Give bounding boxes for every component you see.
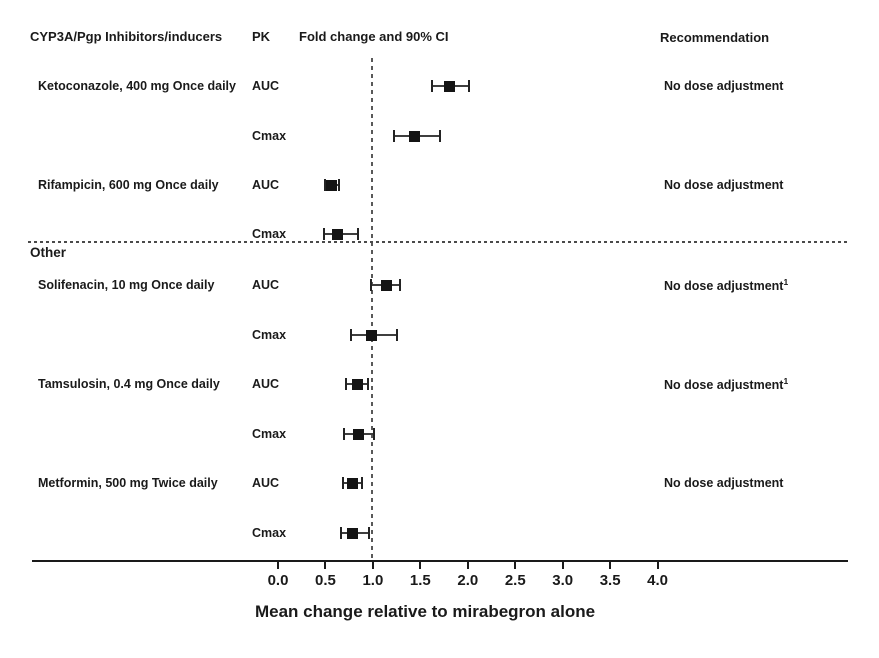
ci-cap-high [439,130,442,142]
ci-cap-low [342,477,345,489]
recommendation-footnote-marker: 1 [783,375,789,386]
ci-cap-low [345,378,348,390]
ci-cap-low [339,527,342,539]
point-estimate-marker [409,130,421,142]
column-header-drugs: CYP3A/Pgp Inhibitors/inducers [30,29,223,44]
point-estimate-marker [346,527,358,539]
recommendation-label: No dose adjustment1 [664,277,788,293]
point-estimate-marker [346,477,358,489]
x-tick-label: 3.0 [552,572,574,589]
x-tick-label: 1.5 [409,572,431,589]
ci-cap-low [392,130,395,142]
x-tick-label: 0.0 [267,572,289,589]
x-tick [609,562,612,569]
pk-label: AUC [252,278,280,292]
x-tick-label: 4.0 [647,572,669,589]
column-header-pk: PK [252,29,271,44]
pk-label: AUC [252,377,280,391]
point-estimate-marker [353,428,365,440]
pk-label: AUC [252,178,280,192]
recommendation-label: No dose adjustment [664,476,783,490]
x-axis-line [32,560,848,562]
x-tick-label: 2.5 [504,572,526,589]
x-axis-title: Mean change relative to mirabegron alone [254,602,596,621]
ci-cap-low [370,279,372,291]
recommendation-label: No dose adjustment [664,79,783,93]
x-tick [466,562,469,569]
ci-cap-high [368,527,371,539]
recommendation-text: No dose adjustment [664,378,784,393]
x-tick [419,562,422,569]
recommendation-text: No dose adjustment [664,279,784,294]
ci-cap-high [356,228,359,240]
x-tick-label: 3.5 [599,572,621,589]
recommendation-text: No dose adjustment [664,178,784,192]
ci-cap-low [322,228,325,240]
pk-label: AUC [252,79,280,93]
ci-cap-high [467,80,470,92]
point-estimate-marker [325,179,337,191]
ci-cap-low [430,80,433,92]
point-estimate-marker [366,329,378,341]
recommendation-footnote-marker: 1 [783,276,789,287]
x-tick [277,562,279,569]
pk-label: Cmax [252,227,287,241]
drug-label: Solifenacin, 10 mg Once daily [38,278,215,292]
ci-cap-high [372,428,375,440]
x-tick [514,562,517,569]
x-tick-label: 1.0 [362,572,384,589]
pk-label: AUC [252,476,280,490]
x-tick-label: 2.0 [457,572,479,589]
ci-cap-high [337,179,340,191]
ci-cap-low [343,428,346,440]
recommendation-label: No dose adjustment [664,178,783,192]
recommendation-text: No dose adjustment [664,79,784,93]
reference-line-1x [371,58,373,561]
ci-cap-high [367,378,370,390]
x-tick-label: 0.5 [315,572,336,589]
pk-label: Cmax [252,526,287,540]
drug-label: Tamsulosin, 0.4 mg Once daily [38,377,220,391]
ci-cap-low [323,179,326,191]
pk-label: Cmax [252,328,287,342]
section-divider-line [28,241,850,243]
ci-cap-low [350,329,353,341]
drug-label: Rifampicin, 600 mg Once daily [38,178,219,192]
recommendation-text: No dose adjustment [664,476,784,490]
ci-cap-high [399,279,402,291]
drug-label: Metformin, 500 mg Twice daily [38,476,218,490]
drug-label: Ketoconazole, 400 mg Once daily [38,79,236,93]
ci-cap-high [360,477,363,489]
column-header-fold-change: Fold change and 90% CI [299,29,449,44]
x-tick [656,562,659,569]
point-estimate-marker [332,228,344,240]
x-tick [371,562,374,569]
point-estimate-marker [444,80,456,92]
point-estimate-marker [352,378,364,390]
pk-label: Cmax [252,427,287,441]
column-header-recommendation: Recommendation [660,30,770,45]
ci-cap-high [395,329,398,341]
point-estimate-marker [380,279,392,291]
pk-label: Cmax [252,129,287,143]
x-tick [561,562,564,569]
section-label-other: Other [30,245,67,260]
x-tick [324,562,327,569]
recommendation-label: No dose adjustment1 [664,376,788,392]
